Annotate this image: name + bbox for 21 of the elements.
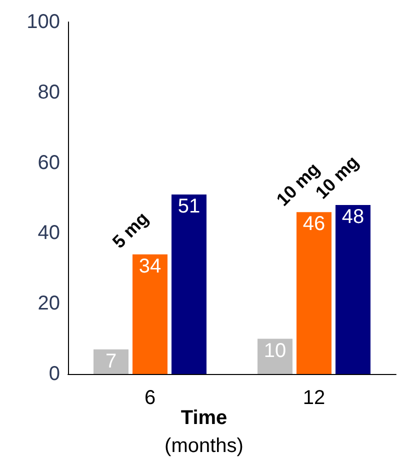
bar — [172, 194, 206, 374]
bar — [336, 205, 370, 374]
bar — [94, 349, 128, 374]
y-tick-label: 60 — [38, 152, 60, 174]
data-label: 51 — [178, 195, 200, 218]
y-tick-label: 80 — [38, 81, 60, 104]
y-tick-label: 100 — [26, 11, 60, 33]
bar — [132, 254, 168, 374]
data-label: 46 — [302, 213, 326, 236]
y-tick-label: 20 — [38, 292, 60, 315]
y-tick-label: 40 — [38, 222, 60, 244]
data-label: 7 — [105, 350, 117, 372]
data-label: 10 — [264, 340, 286, 362]
x-axis-title: Time (months) — [164, 407, 244, 457]
bar — [296, 212, 332, 374]
data-label: 34 — [138, 255, 162, 278]
data-label: 48 — [342, 206, 364, 228]
y-tick-label: 0 — [48, 363, 60, 385]
x-tick-label: 6 — [144, 387, 156, 409]
x-tick-label: 12 — [302, 387, 326, 409]
annotation: 5 mg — [108, 208, 152, 252]
